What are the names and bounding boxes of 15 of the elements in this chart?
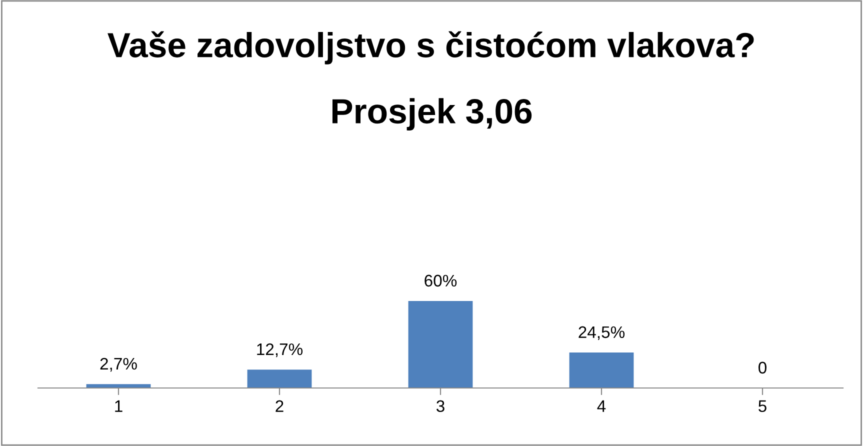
- x-tick-label: 3: [436, 400, 444, 412]
- bar: [569, 352, 634, 388]
- chart-title: Vaše zadovoljstvo s čistoćom vlakova?: [108, 31, 754, 64]
- bar: [408, 301, 473, 388]
- x-tick-label: 4: [597, 400, 606, 412]
- data-label: 24,5%: [578, 326, 625, 340]
- data-label: 2,7%: [100, 358, 137, 372]
- x-tick-label: 1: [115, 400, 122, 412]
- data-label: 0: [758, 362, 766, 374]
- data-label: 12,7%: [257, 343, 303, 358]
- bar: [247, 370, 312, 388]
- chart-subtitle: Prosjek 3,06: [332, 98, 532, 130]
- x-tick-label: 5: [758, 400, 766, 412]
- data-label: 60%: [424, 274, 457, 287]
- x-tick-label: 2: [276, 400, 284, 412]
